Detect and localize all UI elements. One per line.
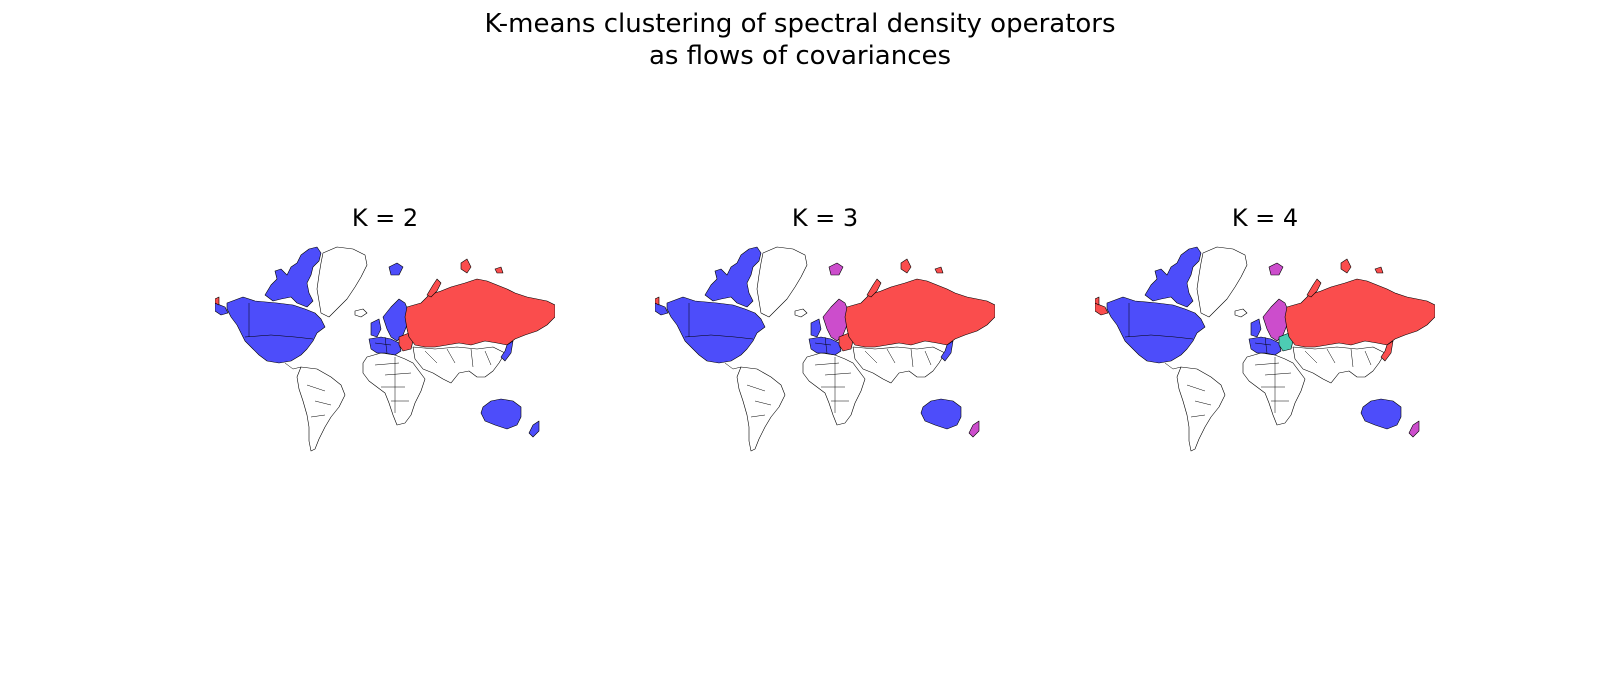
region-japan <box>940 340 954 362</box>
region-western-europe <box>368 336 402 356</box>
region-scandinavia <box>822 298 850 342</box>
region-new-zealand <box>1408 420 1420 438</box>
country-border <box>1164 362 1182 370</box>
panel-title-k3: K = 3 <box>791 204 859 232</box>
region-novaya-zemlya <box>426 278 442 298</box>
country-border <box>374 357 412 413</box>
region-australia <box>480 398 522 430</box>
region-russia-islands <box>1340 258 1384 274</box>
region-uk-ireland <box>370 318 382 338</box>
region-north-america <box>226 296 326 364</box>
region-asia-south <box>852 346 946 384</box>
region-south-america <box>736 366 786 452</box>
region-alaska <box>215 302 229 316</box>
country-border <box>306 384 332 418</box>
region-chukotka <box>215 296 220 306</box>
region-africa <box>1242 352 1306 426</box>
region-western-europe <box>808 336 842 356</box>
country-border <box>746 384 772 418</box>
region-western-europe <box>1248 336 1282 356</box>
figure-title: K-means clustering of spectral density o… <box>0 8 1600 72</box>
region-australia <box>1360 398 1402 430</box>
region-south-america <box>1176 366 1226 452</box>
country-border <box>1186 384 1212 418</box>
region-russia-islands <box>460 258 504 274</box>
country-border <box>374 336 392 354</box>
region-svalbard <box>1268 262 1284 276</box>
region-iceland <box>794 308 808 318</box>
region-russia-islands <box>900 258 944 274</box>
region-canadian-arctic <box>264 246 322 308</box>
figure-title-line-1: K-means clustering of spectral density o… <box>484 9 1116 39</box>
region-canadian-arctic <box>1144 246 1202 308</box>
world-map-k3 <box>655 246 995 452</box>
country-border <box>864 348 932 368</box>
region-new-zealand <box>528 420 540 438</box>
world-map-k4 <box>1095 246 1435 452</box>
region-alaska <box>1095 302 1109 316</box>
region-north-america <box>1106 296 1206 364</box>
region-australia <box>920 398 962 430</box>
figure-title-line-2: as flows of covariances <box>648 41 952 71</box>
region-russia <box>844 278 995 348</box>
region-japan <box>1380 340 1394 362</box>
country-border <box>684 334 754 340</box>
world-map-k2 <box>215 246 555 452</box>
region-chukotka <box>1095 296 1100 306</box>
region-africa <box>362 352 426 426</box>
region-japan <box>500 340 514 362</box>
region-asia-south <box>412 346 506 384</box>
region-greenland <box>1196 246 1248 318</box>
region-iceland <box>354 308 368 318</box>
region-scandinavia <box>1262 298 1290 342</box>
country-border <box>1304 348 1372 368</box>
country-border <box>1254 357 1292 413</box>
region-iceland <box>1234 308 1248 318</box>
region-alaska <box>655 302 669 316</box>
country-border <box>424 348 492 368</box>
country-border <box>814 357 852 413</box>
region-novaya-zemlya <box>866 278 882 298</box>
region-chukotka <box>655 296 660 306</box>
region-greenland <box>316 246 368 318</box>
region-asia-south <box>1292 346 1386 384</box>
country-border <box>1254 336 1272 354</box>
region-svalbard <box>828 262 844 276</box>
region-uk-ireland <box>1250 318 1262 338</box>
panel-title-k2: K = 2 <box>351 204 419 232</box>
region-africa <box>802 352 866 426</box>
country-border <box>284 362 302 370</box>
region-russia <box>1284 278 1435 348</box>
region-scandinavia <box>382 298 410 342</box>
country-border <box>1124 334 1194 340</box>
region-new-zealand <box>968 420 980 438</box>
country-border <box>244 334 314 340</box>
region-svalbard <box>388 262 404 276</box>
region-greenland <box>756 246 808 318</box>
region-novaya-zemlya <box>1306 278 1322 298</box>
region-south-america <box>296 366 346 452</box>
country-border <box>724 362 742 370</box>
country-border <box>814 336 832 354</box>
region-north-america <box>666 296 766 364</box>
region-russia <box>404 278 555 348</box>
region-uk-ireland <box>810 318 822 338</box>
region-canadian-arctic <box>704 246 762 308</box>
panel-title-k4: K = 4 <box>1231 204 1299 232</box>
